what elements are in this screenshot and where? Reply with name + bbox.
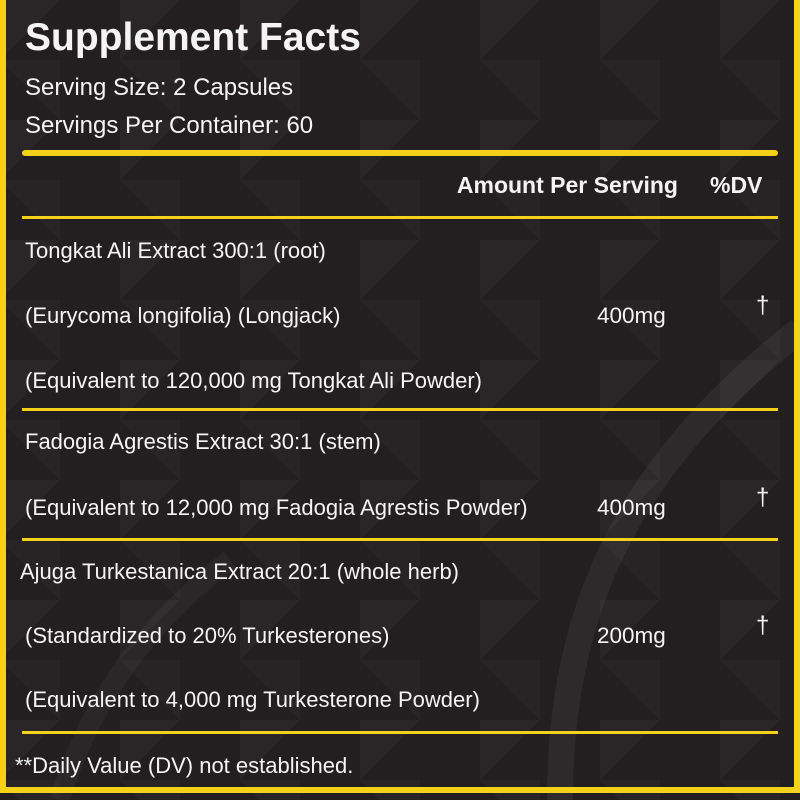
serving-size: Serving Size: 2 Capsules xyxy=(25,74,294,101)
ingredient-line: (Equivalent to 4,000 mg Turkesterone Pow… xyxy=(25,687,480,712)
divider xyxy=(22,216,778,219)
page-title: Supplement Facts xyxy=(25,16,361,59)
divider xyxy=(22,538,778,541)
dv-header: %DV xyxy=(710,172,763,198)
footnote: **Daily Value (DV) not established. xyxy=(15,753,354,778)
ingredient-line: Fadogia Agrestis Extract 30:1 (stem) xyxy=(25,429,381,454)
ingredient-line: (Eurycoma longifolia) (Longjack) xyxy=(25,303,341,328)
ingredient-line: Ajuga Turkestanica Extract 20:1 (whole h… xyxy=(20,559,460,584)
ingredient-amount: 400mg xyxy=(597,495,666,520)
ingredient-amount: 200mg xyxy=(597,623,666,648)
ingredient-amount: 400mg xyxy=(597,303,666,328)
dagger-icon: † xyxy=(756,484,770,511)
ingredient-line: (Equivalent to 120,000 mg Tongkat Ali Po… xyxy=(25,368,482,393)
ingredient-line: Tongkat Ali Extract 300:1 (root) xyxy=(25,238,326,263)
amount-header: Amount Per Serving xyxy=(456,172,678,198)
servings-per-container: Servings Per Container: 60 xyxy=(25,112,314,139)
divider-thick xyxy=(22,150,778,156)
divider xyxy=(22,408,778,411)
ingredient-line: (Standardized to 20% Turkesterones) xyxy=(25,623,390,648)
divider xyxy=(22,731,778,734)
dagger-icon: † xyxy=(756,292,770,319)
ingredient-line: (Equivalent to 12,000 mg Fadogia Agresti… xyxy=(25,495,528,520)
dagger-icon: † xyxy=(756,612,770,639)
